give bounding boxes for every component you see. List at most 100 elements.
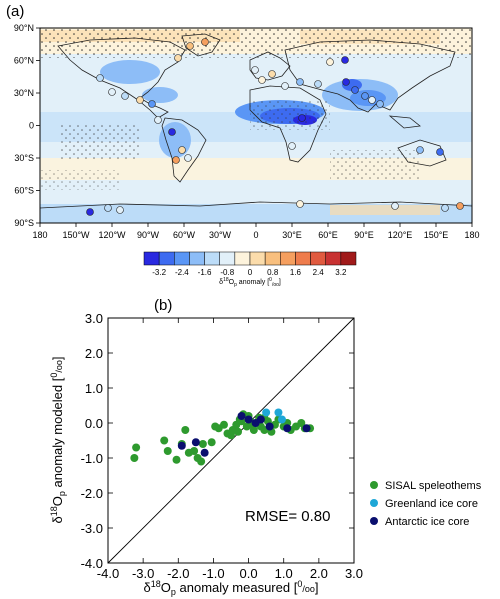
- ylabel-end: ]: [50, 356, 65, 360]
- colorbar-tick-label: -3.2: [152, 268, 166, 277]
- cbar-label-o: O: [229, 279, 235, 286]
- map-y-ticks: 90°N 60°N 30°N 0 30°S 60°S 90°S: [14, 23, 40, 228]
- scatter-point: [200, 448, 209, 457]
- xlabel-delta: δ: [144, 580, 151, 595]
- map-x-tick-label: 30°W: [209, 230, 232, 240]
- colorbar-label: δ18Op anomaly [0/oo]: [219, 277, 281, 288]
- scatter-point: [130, 454, 139, 462]
- cbar-label-delta: δ: [219, 279, 223, 286]
- xlabel-rest: anomaly measured [: [176, 580, 298, 595]
- ylabel-delta: δ: [50, 516, 65, 523]
- panel-b-label: (b): [154, 297, 172, 314]
- ylabel-sup: 18: [49, 506, 59, 516]
- colorbar-swatch: [158, 251, 175, 266]
- colorbar-tick-label: -0.8: [220, 268, 234, 277]
- colorbar-swatch: [264, 251, 281, 266]
- panel-a-label: (a): [6, 3, 24, 20]
- xlabel-o: O: [161, 580, 171, 595]
- scatter-y-tick-label: 0.0: [85, 416, 103, 431]
- map-x-tick-label: 0: [253, 230, 258, 240]
- scatter-point: [181, 426, 190, 434]
- ylabel-o: O: [50, 496, 65, 506]
- map-y-tick-label: 60°S: [14, 186, 34, 196]
- scatter-point: [172, 455, 181, 464]
- colorbar: [143, 251, 357, 266]
- map-x-ticks: 180 150°W 120°W 90°W 60°W 30°W 0 30°E 60°E 90°E 12…: [32, 223, 480, 240]
- xlabel-sub2: /oo: [302, 584, 315, 594]
- scatter-point: [283, 424, 292, 433]
- rmse-annotation: RMSE= 0.80: [245, 508, 330, 525]
- scatter-y-tick-label: -4.0: [81, 556, 103, 571]
- map-y-tick-label: 90°S: [14, 218, 34, 228]
- colorbar-swatch: [310, 251, 326, 266]
- colorbar-swatch: [219, 251, 236, 266]
- scatter-point: [265, 422, 274, 431]
- colorbar-swatch: [234, 251, 251, 266]
- scatter-point: [262, 408, 271, 417]
- scatter-x-tick-label: -3.0: [132, 566, 154, 581]
- map-x-tick-label: 60°W: [173, 230, 196, 240]
- scatter-point: [177, 441, 186, 450]
- map-y-tick-label: 0: [29, 121, 34, 131]
- x-axis-label: δ18Op anomaly measured [0/oo]: [144, 579, 319, 597]
- legend-label: SISAL speleothems: [385, 480, 482, 492]
- legend: SISAL speleothems Greenland ice core Antar…: [370, 480, 482, 528]
- colorbar-swatch: [143, 251, 160, 266]
- map-x-tick-label: 60°E: [318, 230, 338, 240]
- colorbar-swatch: [280, 251, 296, 266]
- colorbar-swatch: [295, 251, 311, 266]
- scatter-point: [302, 424, 311, 433]
- map-x-tick-label: 90°E: [354, 230, 374, 240]
- ylabel-rest: anomaly modeled [: [50, 377, 65, 491]
- map-x-tick-label: 120°E: [388, 230, 413, 240]
- map-y-tick-label: 30°N: [14, 88, 34, 98]
- scatter-point: [219, 420, 228, 429]
- scatter-ticks: -4.0-4.0 -3.0 -3.0 -2.0 -2.0 -1.0 -1.0 0.0 0.0 1.…: [81, 311, 363, 581]
- scatter-point: [249, 426, 258, 434]
- cbar-label-rest: anomaly [: [237, 279, 269, 286]
- colorbar-swatch: [189, 251, 205, 266]
- scatter-x-tick-label: 3.0: [345, 566, 363, 581]
- scatter-point: [190, 447, 199, 455]
- scatter-y-tick-label: -1.0: [81, 451, 103, 466]
- xlabel-end: ]: [315, 580, 319, 595]
- colorbar-tick-label: 0.8: [267, 268, 279, 277]
- colorbar-tick-label: 1.6: [290, 268, 302, 277]
- anomaly-map: [40, 28, 472, 223]
- ylabel-sub2: /oo: [54, 360, 64, 373]
- map-y-tick-label: 90°N: [14, 23, 34, 33]
- map-x-tick-label: 180: [32, 230, 47, 240]
- legend-marker: [370, 517, 378, 525]
- colorbar-swatch: [174, 251, 190, 266]
- colorbar-tick-label: 2.4: [313, 268, 325, 277]
- scatter-point: [274, 408, 283, 417]
- colorbar-swatch: [340, 251, 357, 266]
- xlabel-sup2: 0: [297, 579, 302, 589]
- map-x-tick-label: 90°W: [137, 230, 160, 240]
- cbar-label-sub2: /oo: [272, 282, 279, 288]
- scatter-y-tick-label: 3.0: [85, 311, 103, 326]
- scatter-x-tick-label: -2.0: [167, 566, 189, 581]
- scatter-point: [234, 427, 243, 436]
- scatter-frame: [107, 317, 355, 564]
- scatter-y-tick-label: 2.0: [85, 346, 103, 361]
- map-x-tick-label: 150°E: [424, 230, 449, 240]
- colorbar-tick-label: -2.4: [175, 268, 189, 277]
- cbar-label-sub: p: [234, 282, 237, 288]
- legend-marker: [370, 499, 378, 507]
- colorbar-tick-label: -1.6: [198, 268, 212, 277]
- scatter-point: [207, 438, 216, 447]
- colorbar-swatch: [325, 251, 342, 266]
- map-x-tick-label: 30°E: [282, 230, 302, 240]
- scatter-point: [244, 415, 253, 424]
- scatter-point: [198, 440, 207, 448]
- scatter-point: [197, 457, 206, 466]
- scatter-point: [132, 443, 141, 452]
- xlabel-sub: p: [171, 587, 176, 597]
- map-x-tick-label: 150°W: [62, 230, 90, 240]
- scatter-points: [130, 408, 315, 466]
- colorbar-tick-label: 3.2: [335, 268, 347, 277]
- colorbar-swatch: [249, 251, 266, 266]
- y-axis-label: δ18Op anomaly modeled [0/oo]: [49, 356, 67, 523]
